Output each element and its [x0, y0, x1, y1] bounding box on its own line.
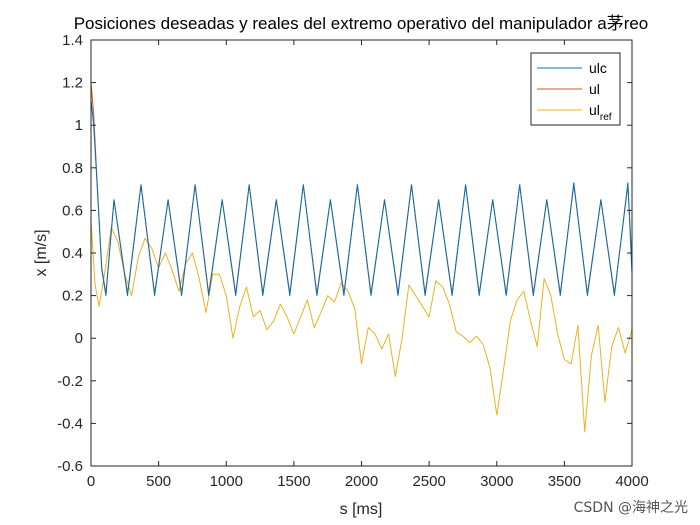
x-tick-label: 3000 — [480, 473, 513, 490]
watermark-text: CSDN @海神之光 — [573, 500, 688, 516]
y-tick-label: -0.6 — [57, 458, 83, 475]
x-tick-label: 1500 — [277, 473, 310, 490]
legend-label-ulc: ulc — [589, 60, 607, 76]
x-tick-label: 3500 — [548, 473, 581, 490]
series-line-ulref — [90, 221, 633, 433]
y-tick-label: -0.2 — [57, 373, 83, 390]
legend-subscript: ref — [600, 112, 612, 123]
y-tick-label: 1 — [75, 117, 83, 134]
y-tick-label: 0.8 — [62, 160, 83, 177]
y-axis-label: x [m/s] — [33, 229, 50, 276]
axes-layer: 0 500 1000 1500 2000 2500 3000 3500 4000 -0.6 -0.4… — [57, 32, 649, 490]
y-tick-label: 1.4 — [62, 32, 83, 49]
y-tick-label: 0.4 — [62, 245, 83, 262]
series-line-ulc — [90, 99, 633, 297]
x-tick-label: 0 — [87, 473, 95, 490]
y-tick-label: 0.2 — [62, 288, 83, 305]
y-tick-label: 0 — [75, 330, 83, 347]
y-tick-label: -0.4 — [57, 415, 83, 432]
y-tick-label: 0.6 — [62, 202, 83, 219]
x-tick-label: 4000 — [615, 473, 648, 490]
y-tick-label: 1.2 — [62, 75, 83, 92]
x-tick-label: 2500 — [412, 473, 445, 490]
x-tick-label: 2000 — [345, 473, 378, 490]
x-axis-label: s [ms] — [340, 501, 383, 518]
legend-label-ul: ul — [589, 81, 600, 97]
series-layer — [90, 82, 633, 433]
x-tick-label: 1000 — [210, 473, 243, 490]
chart-title: Posiciones deseadas y reales del extremo… — [74, 14, 649, 33]
x-tick-label: 500 — [146, 473, 171, 490]
